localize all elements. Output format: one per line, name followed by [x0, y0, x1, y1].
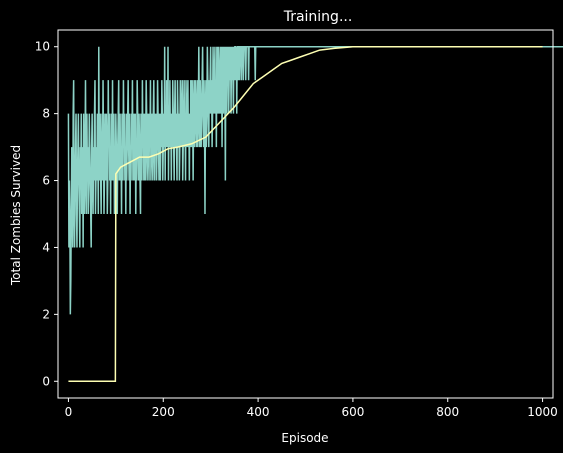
- y-tick-label: 0: [42, 374, 50, 388]
- axes-frame: [57, 29, 554, 399]
- x-tick-label: 400: [247, 405, 270, 419]
- x-axis-label: Episode: [281, 431, 328, 445]
- x-tick-label: 600: [341, 405, 364, 419]
- x-tick-label: 800: [436, 405, 459, 419]
- y-tick-label: 10: [35, 40, 50, 54]
- chart-title: Training...: [283, 9, 353, 25]
- y-tick-label: 2: [42, 307, 50, 321]
- x-tick-label: 200: [152, 405, 175, 419]
- y-tick-label: 6: [42, 174, 50, 188]
- axes: 0 200 400 600 800 1000 0 2 4 6 8 10: [35, 29, 558, 419]
- x-tick-label: 0: [65, 405, 73, 419]
- y-axis-label: Total Zombies Survived: [9, 145, 23, 286]
- plot-area: [67, 45, 563, 383]
- y-tick-label: 8: [42, 107, 50, 121]
- y-tick-label: 4: [42, 240, 50, 254]
- series-line-running-average: [68, 45, 543, 383]
- x-tick-label: 1000: [527, 405, 558, 419]
